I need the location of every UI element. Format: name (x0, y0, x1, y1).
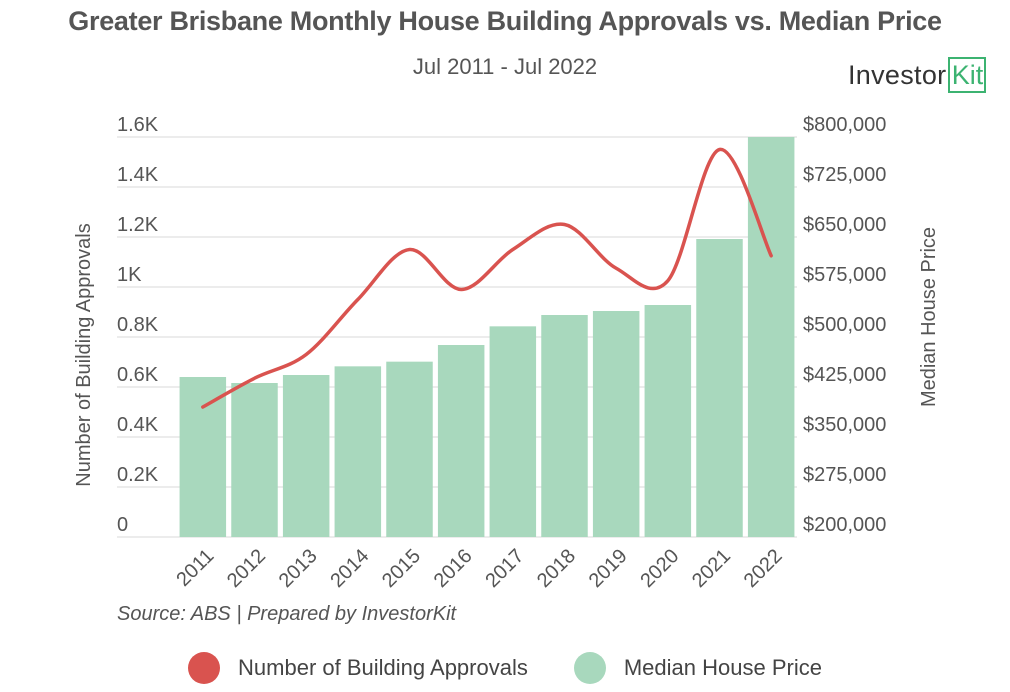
bar-median-price-2011 (179, 377, 227, 537)
chart-legend: Number of Building Approvals Median Hous… (0, 648, 1010, 688)
legend-swatch-approvals (188, 652, 221, 684)
y-left-axis-title: Number of Building Approvals (73, 223, 95, 486)
legend-item-approvals[interactable]: Number of Building Approvals (188, 652, 528, 684)
line-building-approvals (201, 147, 773, 409)
chart-title: Greater Brisbane Monthly House Building … (68, 6, 942, 36)
x-tick-label: 2011 (172, 545, 218, 591)
legend-swatch-median-price (573, 652, 606, 684)
y-right-axis-title: Median House Price (918, 227, 940, 407)
bar-median-price-2017 (489, 326, 537, 537)
bar-median-price-2015 (386, 361, 433, 537)
x-tick-label: 2019 (585, 545, 632, 592)
y-right-tick-label: $425,000 (803, 364, 886, 386)
x-tick-label: 2022 (740, 545, 787, 592)
bar-median-price-2016 (437, 345, 485, 537)
y-right-tick-label: $800,000 (803, 114, 886, 136)
legend-label-approvals: Number of Building Approvals (238, 655, 528, 680)
x-tick-label: 2012 (223, 545, 270, 592)
y-left-tick-label: 0.2K (117, 464, 159, 486)
x-tick-label: 2016 (430, 545, 477, 592)
bar-median-price-2020 (644, 305, 692, 537)
bar-median-price-2014 (334, 366, 382, 537)
bar-median-price-2018 (541, 315, 588, 537)
bar-median-price-2022 (747, 137, 795, 537)
y-left-tick-label: 1.6K (117, 114, 159, 136)
x-tick-label: 2021 (688, 545, 735, 592)
y-right-tick-label: $275,000 (803, 464, 886, 486)
y-left-tick-label: 0 (117, 514, 128, 536)
x-tick-label: 2017 (481, 545, 528, 592)
x-tick-label: 2020 (636, 545, 683, 592)
y-left-tick-label: 0.8K (117, 314, 159, 336)
y-left-tick-label: 0.4K (117, 414, 159, 436)
source-note: Source: ABS | Prepared by InvestorKit (117, 603, 457, 625)
x-tick-label: 2018 (533, 545, 580, 592)
y-right-tick-label: $350,000 (803, 414, 886, 436)
x-tick-label: 2015 (378, 545, 425, 592)
legend-item-median-price[interactable]: Median House Price (573, 652, 822, 684)
investorkit-logo: Investor Kit (848, 55, 987, 95)
y-right-tick-label: $650,000 (803, 214, 886, 236)
x-tick-label: 2013 (275, 545, 322, 592)
y-left-tick-label: 1.4K (117, 164, 159, 186)
y-left-tick-label: 1.2K (117, 214, 159, 236)
y-right-tick-label: $500,000 (803, 314, 886, 336)
chart-subtitle: Jul 2011 - Jul 2022 (412, 54, 598, 79)
y-right-tick-label: $575,000 (803, 264, 886, 286)
y-right-tick-label: $200,000 (803, 514, 886, 536)
bar-median-price-2012 (231, 383, 278, 537)
logo-box: Kit (948, 57, 987, 93)
y-left-tick-label: 1K (117, 264, 142, 286)
y-right-tick-label: $725,000 (803, 164, 886, 186)
legend-label-median-price: Median House Price (623, 655, 822, 680)
bar-median-price-2013 (282, 375, 330, 537)
bar-median-price-2021 (696, 239, 743, 537)
y-left-tick-label: 0.6K (117, 364, 159, 386)
logo-text: Investor (848, 59, 947, 90)
x-tick-label: 2014 (326, 545, 373, 592)
bar-median-price-2019 (592, 311, 640, 537)
